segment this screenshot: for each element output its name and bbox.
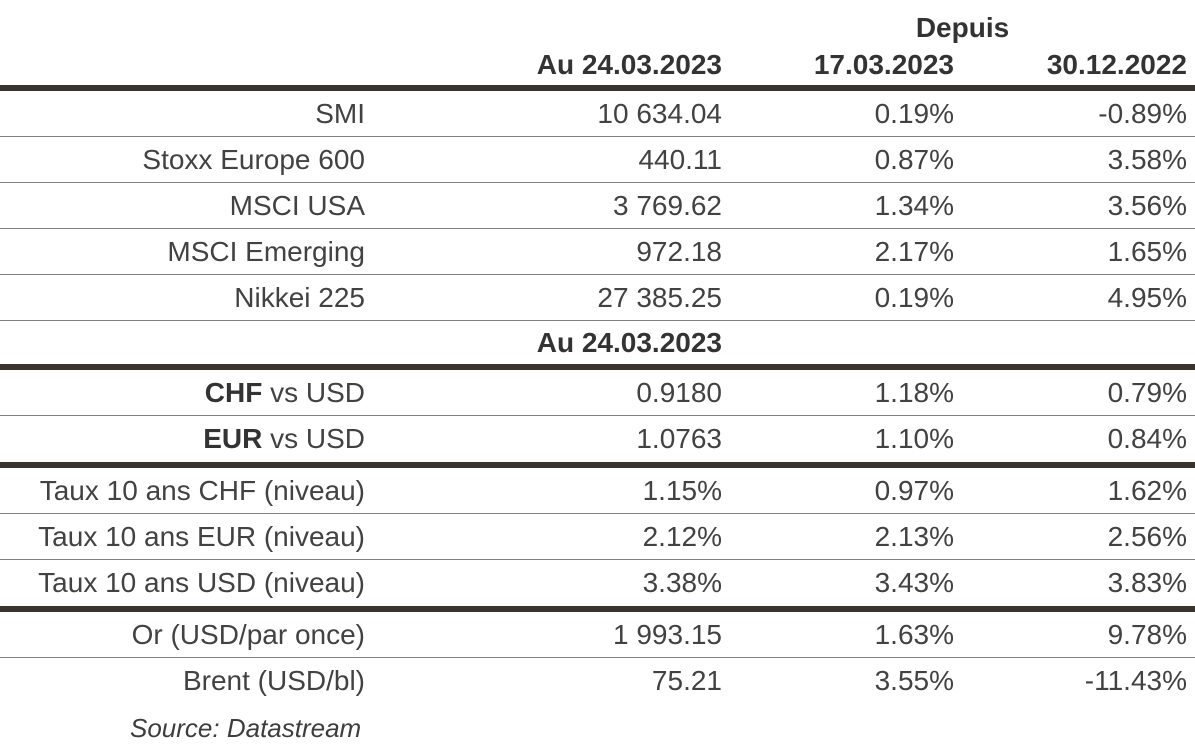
row-pct-since-30-12: 0.79% xyxy=(1107,376,1187,408)
row-pct-since-17-03: 1.34% xyxy=(874,189,954,221)
divider-thick xyxy=(0,364,1195,370)
table-row: MSCI Emerging 972.18 2.17% 1.65% xyxy=(0,229,1195,275)
table-row: SMI 10 634.04 0.19% -0.89% xyxy=(0,91,1195,137)
table-row: CHF vs USD 0.9180 1.18% 0.79% xyxy=(0,370,1195,416)
row-label-bold-part: CHF xyxy=(204,376,263,408)
row-label: Taux 10 ans EUR (niveau) xyxy=(38,520,365,552)
table-row: Brent (USD/bl) 75.21 3.55% -11.43% xyxy=(0,658,1195,704)
row-label: Taux 10 ans CHF (niveau) xyxy=(39,474,365,506)
row-pct-since-17-03: 1.18% xyxy=(874,376,954,408)
row-value: 0.9180 xyxy=(636,376,722,408)
row-value: 972.18 xyxy=(636,235,722,267)
row-pct-since-17-03: 2.17% xyxy=(874,235,954,267)
column-header-row: Au 24.03.2023 17.03.2023 30.12.2022 xyxy=(0,44,1195,85)
column-header-since-30-12: 30.12.2022 xyxy=(1046,49,1187,80)
row-pct-since-30-12: 1.65% xyxy=(1107,235,1187,267)
row-value: 10 634.04 xyxy=(597,97,722,129)
section-header-value-date: Au 24.03.2023 xyxy=(536,326,722,358)
row-value: 1.0763 xyxy=(636,423,722,454)
row-pct-since-17-03: 1.63% xyxy=(874,618,954,650)
row-pct-since-30-12: 1.62% xyxy=(1107,474,1187,506)
row-pct-since-17-03: 0.19% xyxy=(874,97,954,129)
row-label: Taux 10 ans USD (niveau) xyxy=(38,567,365,598)
row-pct-since-30-12: 2.56% xyxy=(1107,520,1187,552)
row-label: MSCI USA xyxy=(229,189,365,221)
row-label-rest-part: vs USD xyxy=(262,423,365,454)
row-value: 1.15% xyxy=(642,474,722,506)
row-label: Brent (USD/bl) xyxy=(182,665,365,696)
row-pct-since-17-03: 3.43% xyxy=(874,567,954,598)
row-value: 75.21 xyxy=(651,665,722,696)
row-value: 3.38% xyxy=(642,567,722,598)
row-value: 440.11 xyxy=(638,143,722,175)
row-label: SMI xyxy=(315,97,365,129)
column-header-since-17-03: 17.03.2023 xyxy=(813,49,954,80)
row-label: Or (USD/par once) xyxy=(131,618,365,650)
row-pct-since-30-12: -0.89% xyxy=(1098,97,1187,129)
section-header-row: Au 24.03.2023 xyxy=(0,321,1195,364)
row-pct-since-17-03: 1.10% xyxy=(874,423,954,454)
row-pct-since-17-03: 0.87% xyxy=(874,143,954,175)
table-row: MSCI USA 3 769.62 1.34% 3.56% xyxy=(0,183,1195,229)
row-pct-since-30-12: 0.84% xyxy=(1107,423,1187,454)
row-pct-since-17-03: 2.13% xyxy=(874,520,954,552)
table-row: Stoxx Europe 600 440.11 0.87% 3.58% xyxy=(0,137,1195,183)
divider-thick xyxy=(0,606,1195,612)
row-pct-since-30-12: -11.43% xyxy=(1084,665,1187,696)
table-row: Nikkei 225 27 385.25 0.19% 4.95% xyxy=(0,275,1195,321)
row-pct-since-17-03: 0.97% xyxy=(874,474,954,506)
divider-thick xyxy=(0,462,1195,468)
table-row: Taux 10 ans USD (niveau) 3.38% 3.43% 3.83% xyxy=(0,560,1195,606)
row-value: 3 769.62 xyxy=(613,189,722,221)
source-row: Source: Datastream xyxy=(0,704,1195,753)
table-row: Or (USD/par once) 1 993.15 1.63% 9.78% xyxy=(0,612,1195,658)
table-row: Taux 10 ans EUR (niveau) 2.12% 2.13% 2.56% xyxy=(0,514,1195,560)
row-label: MSCI Emerging xyxy=(167,235,365,267)
row-pct-since-30-12: 3.56% xyxy=(1107,189,1187,221)
table-row: EUR vs USD 1.0763 1.10% 0.84% xyxy=(0,416,1195,462)
row-value: 1 993.15 xyxy=(613,618,722,650)
table-body: SMI 10 634.04 0.19% -0.89% Stoxx Europe 600 4… xyxy=(0,91,1195,704)
row-label-bold-part: EUR xyxy=(203,423,263,454)
source-note: Source: Datastream xyxy=(130,713,362,743)
row-label-rest-part: vs USD xyxy=(262,376,365,408)
row-pct-since-17-03: 0.19% xyxy=(874,281,954,313)
row-pct-since-30-12: 4.95% xyxy=(1107,281,1187,313)
row-label: CHF vs USD xyxy=(0,377,460,409)
depuis-header-row: Depuis xyxy=(0,0,1195,44)
row-value: 27 385.25 xyxy=(597,281,722,313)
depuis-spanning-header: Depuis xyxy=(915,12,1010,44)
column-header-value-date: Au 24.03.2023 xyxy=(536,49,722,80)
row-value: 2.12% xyxy=(642,520,722,552)
row-pct-since-30-12: 3.58% xyxy=(1107,143,1187,175)
divider-thick xyxy=(0,85,1195,91)
row-pct-since-17-03: 3.55% xyxy=(874,665,954,696)
row-label: Stoxx Europe 600 xyxy=(142,143,365,175)
row-pct-since-30-12: 3.83% xyxy=(1107,567,1187,598)
row-label: Nikkei 225 xyxy=(234,281,365,313)
row-pct-since-30-12: 9.78% xyxy=(1107,618,1187,650)
row-label: EUR vs USD xyxy=(0,423,460,455)
table-row: Taux 10 ans CHF (niveau) 1.15% 0.97% 1.62% xyxy=(0,468,1195,514)
